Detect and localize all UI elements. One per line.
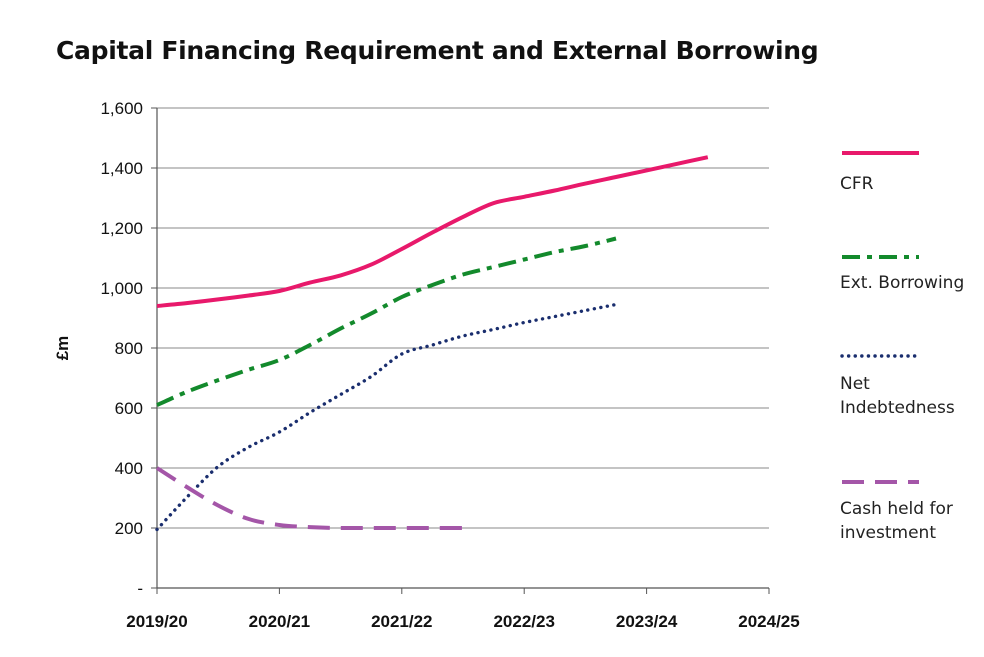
x-tick-label: 2021/22: [371, 612, 432, 631]
y-tick-label: 400: [115, 459, 143, 478]
y-tick-label: 200: [115, 519, 143, 538]
legend-label-cash-held: Cash held for investment: [840, 499, 953, 543]
y-tick-label: 1,000: [100, 279, 143, 298]
x-tick-label: 2020/21: [249, 612, 310, 631]
y-axis-label: £m: [53, 336, 72, 361]
y-tick-label: 1,400: [100, 159, 143, 178]
series-line-ext-borrowing: [156, 236, 617, 407]
x-tick-label: 2022/23: [493, 612, 554, 631]
y-tick-label: -: [137, 579, 143, 598]
x-tick-label: 2024/25: [738, 612, 799, 631]
legend-label-cfr: CFR: [840, 174, 874, 194]
y-tick-label: 1,200: [100, 219, 143, 238]
chart-title: Capital Financing Requirement and Extern…: [56, 36, 819, 65]
series-line-cash-held-for-investment: [155, 466, 463, 531]
y-tick-label: 800: [115, 339, 143, 358]
x-tick-label: 2023/24: [616, 612, 678, 631]
x-tick-label: 2019/20: [126, 612, 187, 631]
y-tick-label: 1,600: [100, 99, 143, 118]
legend-label-net-indebtedness: Net Indebtedness: [840, 374, 955, 418]
series-line-cfr: [156, 155, 709, 308]
series-line-net-indebtedness: [155, 302, 618, 532]
legend-label-ext-borrowing: Ext. Borrowing: [840, 273, 965, 293]
y-tick-label: 600: [115, 399, 143, 418]
